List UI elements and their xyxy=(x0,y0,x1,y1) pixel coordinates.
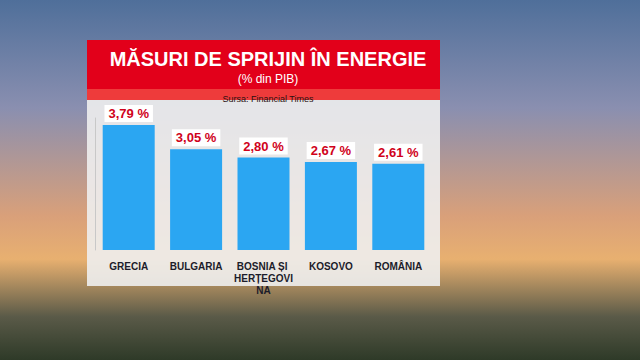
svg-text:2,67 %: 2,67 % xyxy=(311,143,352,158)
svg-text:BULGARIA: BULGARIA xyxy=(170,261,223,272)
svg-text:HERȚEGOVI: HERȚEGOVI xyxy=(234,273,293,284)
svg-text:2,80 %: 2,80 % xyxy=(243,139,284,154)
svg-text:Sursa: Financial Times: Sursa: Financial Times xyxy=(222,94,314,104)
svg-text:2,61 %: 2,61 % xyxy=(378,145,419,160)
svg-text:3,05 %: 3,05 % xyxy=(176,130,217,145)
svg-text:3,79 %: 3,79 % xyxy=(108,106,149,121)
svg-text:BOSNIA ȘI: BOSNIA ȘI xyxy=(237,261,291,272)
svg-text:KOSOVO: KOSOVO xyxy=(309,261,353,272)
svg-text:MĂSURI DE SPRIJIN ÎN ENERGIE: MĂSURI DE SPRIJIN ÎN ENERGIE xyxy=(110,47,427,70)
svg-text:NA: NA xyxy=(256,285,270,296)
svg-text:(% din PIB): (% din PIB) xyxy=(238,72,299,86)
svg-text:GRECIA: GRECIA xyxy=(109,261,148,272)
svg-text:ROMÂNIA: ROMÂNIA xyxy=(374,260,422,272)
